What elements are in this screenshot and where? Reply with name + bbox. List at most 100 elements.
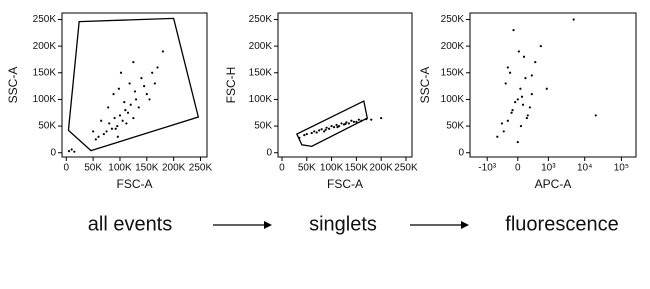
point (124, 108, 127, 112)
x-tick-label: 150K (135, 163, 159, 174)
point (509, 71, 512, 74)
y-tick-label: 200K (33, 41, 57, 52)
point (67, 150, 71, 153)
point (137, 106, 140, 109)
point (516, 140, 519, 144)
point (332, 126, 336, 129)
point (506, 66, 509, 69)
point (545, 87, 548, 90)
point (305, 132, 308, 136)
point (510, 111, 513, 114)
plot-frame (277, 12, 413, 158)
y-axis-title: FSC-H (224, 67, 238, 104)
point (102, 132, 105, 136)
x-tick-label: 0 (64, 163, 70, 174)
point (511, 108, 514, 112)
point (100, 119, 103, 122)
point (525, 116, 528, 120)
point (140, 77, 143, 80)
point (116, 124, 119, 128)
x-tick-label: 200K (162, 163, 186, 174)
x-tick-label: 250K (394, 163, 418, 174)
point (303, 134, 306, 137)
point (496, 135, 499, 138)
point (534, 61, 537, 64)
y-tick-label: 50K (38, 121, 56, 132)
point (310, 131, 313, 135)
x-tick-label: 0 (515, 163, 521, 174)
point (521, 103, 525, 106)
point (335, 123, 338, 127)
point (107, 106, 110, 109)
x-tick-label: 50K (84, 163, 102, 174)
point (530, 74, 533, 77)
y-tick-label: 200K (249, 41, 273, 52)
point (327, 127, 331, 130)
point (108, 122, 111, 125)
point (506, 119, 509, 122)
y-tick-label: 100K (249, 94, 273, 105)
point (340, 122, 343, 125)
point (502, 130, 505, 133)
arrow-head (264, 221, 272, 229)
point (121, 119, 124, 122)
step-caption: all events (88, 213, 173, 235)
y-axis-title: SSC-A (6, 67, 20, 104)
x-tick-label: 250K (189, 163, 213, 174)
point (110, 127, 114, 130)
x-tick-label: 10³ (541, 163, 556, 174)
point (357, 118, 360, 121)
plot-frame (61, 12, 208, 158)
point (125, 122, 128, 125)
point (355, 120, 358, 123)
point (119, 71, 123, 74)
x-tick-label: 50K (298, 163, 316, 174)
point (500, 122, 504, 125)
y-tick-label: 0 (266, 147, 272, 158)
x-tick-label: -10³ (478, 163, 496, 174)
point (512, 29, 515, 32)
point (313, 130, 316, 133)
y-tick-label: 100K (33, 94, 57, 105)
point (133, 90, 137, 93)
point (514, 100, 517, 104)
point (370, 118, 373, 121)
point (92, 130, 95, 133)
y-tick-label: 250K (249, 14, 273, 25)
point (156, 66, 159, 69)
point (145, 93, 148, 96)
y-tick-label: 0 (50, 147, 56, 158)
point (380, 116, 383, 120)
point (97, 135, 100, 138)
point (153, 82, 156, 85)
point (517, 50, 520, 53)
point (117, 87, 120, 90)
point (520, 95, 524, 98)
y-tick-label: 100K (441, 94, 465, 105)
x-tick-label: 200K (369, 163, 393, 174)
point (148, 98, 151, 101)
point (325, 126, 328, 129)
x-tick-label: 0 (279, 163, 285, 174)
gate (295, 100, 369, 148)
point (539, 45, 542, 48)
point (128, 82, 131, 85)
point (336, 126, 339, 129)
point (94, 138, 97, 141)
y-tick-label: 50K (254, 121, 272, 132)
x-axis-title: FSC-A (117, 177, 153, 191)
step-caption: singlets (309, 213, 377, 235)
point (347, 122, 351, 125)
point (132, 61, 135, 64)
x-axis-title: APC-A (535, 177, 572, 191)
point (323, 130, 326, 133)
point (112, 93, 115, 96)
y-tick-label: 250K (33, 14, 57, 25)
point (320, 128, 323, 131)
y-tick-label: 50K (446, 121, 464, 132)
point (594, 114, 597, 117)
point (344, 122, 347, 126)
point (73, 150, 76, 153)
point (524, 77, 527, 80)
